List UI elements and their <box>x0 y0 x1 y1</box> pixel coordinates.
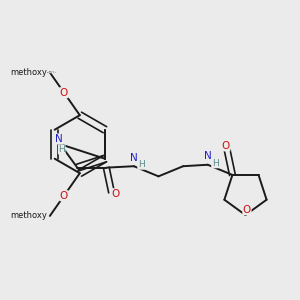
Text: methoxy: methoxy <box>10 212 47 220</box>
Text: O: O <box>60 88 68 98</box>
Text: N: N <box>55 134 63 144</box>
Text: methoxy: methoxy <box>48 71 55 73</box>
Text: N: N <box>204 151 212 161</box>
Text: N: N <box>130 152 138 163</box>
Text: O: O <box>222 141 230 151</box>
Text: H: H <box>138 160 145 169</box>
Text: O: O <box>243 205 251 215</box>
Text: H: H <box>212 159 218 168</box>
Text: H: H <box>58 145 65 154</box>
Text: methyl_4: methyl_4 <box>50 71 56 73</box>
Text: methoxy: methoxy <box>47 72 53 73</box>
Text: methoxy: methoxy <box>10 68 47 77</box>
Text: O: O <box>112 189 120 199</box>
Text: O: O <box>60 191 68 201</box>
